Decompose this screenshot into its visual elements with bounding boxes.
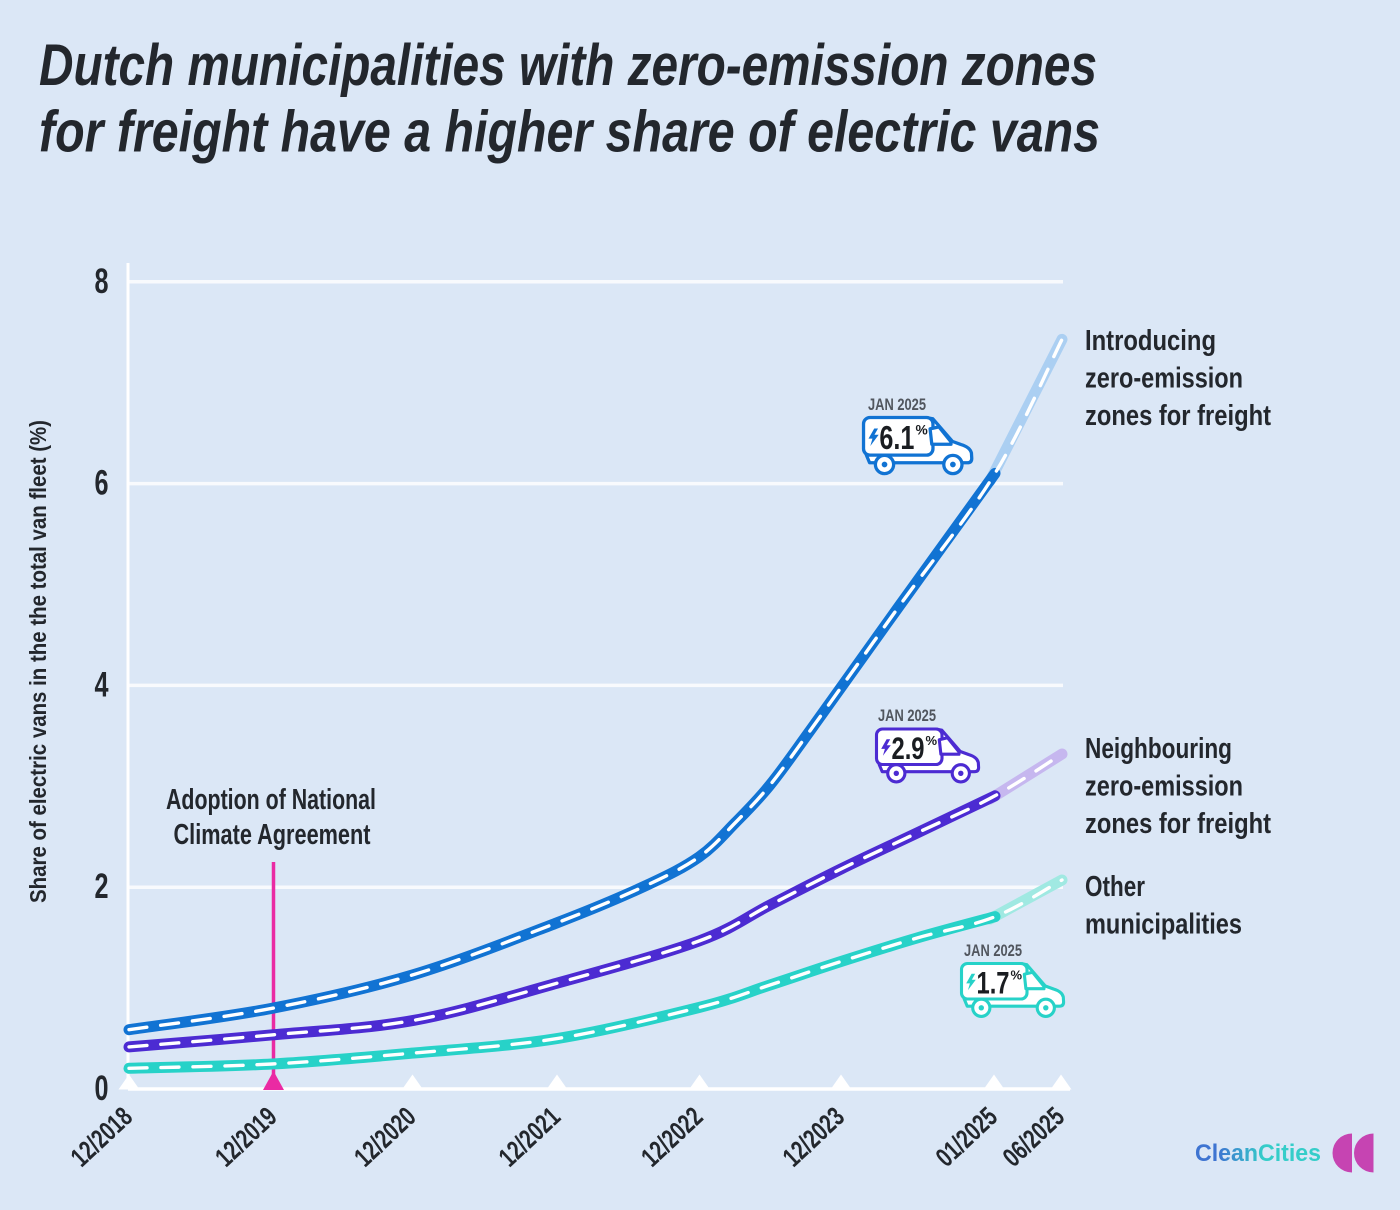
svg-text:6: 6 <box>95 464 109 503</box>
svg-text:JAN 2025: JAN 2025 <box>964 941 1022 960</box>
svg-text:6.1: 6.1 <box>879 420 914 457</box>
svg-text:municipalities: municipalities <box>1085 909 1242 941</box>
svg-text:Neighbouring: Neighbouring <box>1085 733 1232 765</box>
svg-text:0: 0 <box>95 1069 109 1108</box>
svg-text:Climate Agreement: Climate Agreement <box>174 819 371 851</box>
svg-text:%: % <box>1011 968 1023 983</box>
svg-text:Adoption of National: Adoption of National <box>166 784 376 816</box>
svg-text:2: 2 <box>95 867 109 906</box>
svg-text:zero-emission: zero-emission <box>1085 771 1243 803</box>
svg-text:8: 8 <box>95 262 109 301</box>
svg-text:%: % <box>915 422 927 437</box>
svg-text:Other: Other <box>1085 871 1145 903</box>
svg-text:zones for freight: zones for freight <box>1085 808 1271 840</box>
svg-text:2.9: 2.9 <box>892 730 925 766</box>
svg-text:4: 4 <box>95 665 109 704</box>
svg-text:Share of electric vans in the: Share of electric vans in the the total … <box>25 420 51 903</box>
svg-text:zero-emission: zero-emission <box>1085 363 1243 395</box>
svg-text:%: % <box>926 733 938 748</box>
svg-text:1.7: 1.7 <box>977 964 1010 1000</box>
svg-text:JAN 2025: JAN 2025 <box>878 706 936 725</box>
svg-text:zones for freight: zones for freight <box>1085 400 1271 432</box>
svg-text:Dutch municipalities with zero: Dutch municipalities with zero-emission … <box>39 33 1097 98</box>
svg-text:CleanCities: CleanCities <box>1195 1140 1321 1167</box>
svg-text:for freight have a higher shar: for freight have a higher share of elect… <box>39 100 1100 165</box>
svg-text:JAN 2025: JAN 2025 <box>868 395 926 414</box>
svg-text:Introducing: Introducing <box>1085 325 1216 357</box>
